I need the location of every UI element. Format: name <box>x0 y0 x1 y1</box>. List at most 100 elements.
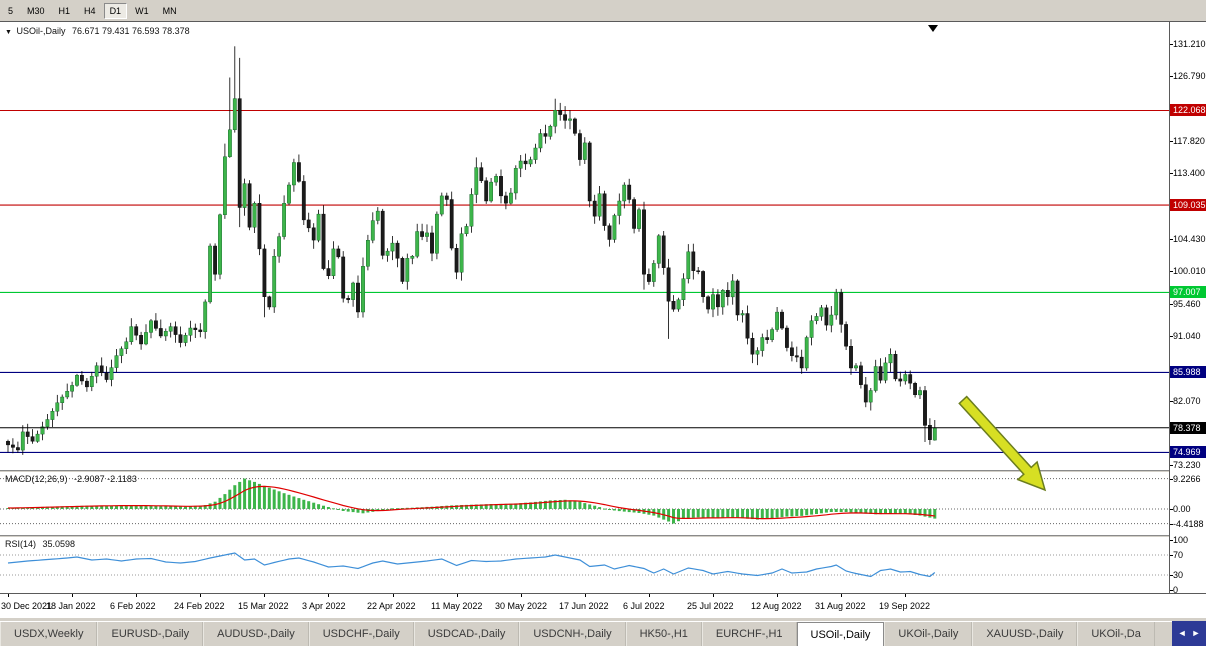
timeframe-button-mn[interactable]: MN <box>162 5 177 16</box>
chart-context-icon[interactable]: ▼ <box>5 29 12 36</box>
date-tick-mark <box>457 594 458 597</box>
timeframe-toolbar: 5 M30 H1 H4 D1 W1 MN <box>0 0 1206 21</box>
date-label: 3 Apr 2022 <box>302 601 346 611</box>
price-level-badge: 78.378 <box>1170 421 1206 434</box>
scale-tick-mark <box>1170 303 1173 305</box>
scale-tick-mark <box>1170 540 1173 541</box>
scale-tick-mark <box>1170 173 1173 175</box>
candles-up <box>20 98 937 451</box>
date-tick-mark <box>521 594 522 597</box>
tab-scroll-corner: ◄ ► <box>1172 621 1206 646</box>
price-tick-label: 126.790 <box>1173 71 1206 82</box>
date-label: 11 May 2022 <box>431 601 483 611</box>
price-tick-label: 95.460 <box>1173 298 1201 309</box>
price-scale[interactable]: 131.210 126.790 117.820 113.400 104.430 100.0… <box>1169 22 1206 595</box>
price-tick-label: 117.820 <box>1173 136 1205 147</box>
rsi-indicator-label: RSI(14) 35.0598 <box>5 539 75 549</box>
timeframe-button-h4[interactable]: H4 <box>84 5 96 16</box>
candles-down <box>6 98 932 451</box>
rsi-name: RSI(14) <box>5 539 37 549</box>
tab-xauusd-daily[interactable]: XAUUSD-,Daily <box>972 622 1078 646</box>
tab-hk50-h1[interactable]: HK50-,H1 <box>625 622 702 646</box>
date-axis[interactable]: 30 Dec 2021 18 Jan 2022 6 Feb 2022 24 Feb 2… <box>0 593 1206 618</box>
date-tick-mark <box>905 594 906 597</box>
date-label: 15 Mar 2022 <box>238 601 289 611</box>
rsi-line <box>7 552 936 578</box>
panel-separator[interactable] <box>0 535 1169 537</box>
macd-name: MACD(12,26,9) <box>5 474 68 484</box>
window-gap-strip <box>0 618 1206 621</box>
date-label: 30 May 2022 <box>495 601 548 611</box>
date-tick-mark <box>713 594 714 597</box>
macd-signal-line <box>8 485 935 520</box>
rsi-scale-label: 30 <box>1173 570 1184 580</box>
date-tick-mark <box>136 594 137 597</box>
macd-panel[interactable] <box>0 472 1169 535</box>
date-tick-mark <box>8 594 9 597</box>
tab-usdchf-daily[interactable]: USDCHF-,Daily <box>308 622 414 646</box>
timeframe-button-m30[interactable]: M30 <box>27 5 45 16</box>
date-tick-mark <box>200 594 201 597</box>
tab-scroll-left-button[interactable]: ◄ <box>1177 628 1187 638</box>
macd-values: -2.9087 -2.1183 <box>74 474 137 484</box>
scale-tick-mark <box>1170 575 1173 576</box>
date-tick-mark <box>264 594 265 597</box>
scale-tick-mark <box>1170 465 1173 467</box>
tab-usdcad-daily[interactable]: USDCAD-,Daily <box>413 622 520 646</box>
tab-eurchf-h1[interactable]: EURCHF-,H1 <box>701 622 797 646</box>
timeframe-button-5[interactable]: 5 <box>8 5 14 16</box>
date-label: 17 Jun 2022 <box>559 601 609 611</box>
candle-wicks <box>7 46 936 455</box>
date-label: 12 Aug 2022 <box>751 601 802 611</box>
scale-tick-mark <box>1170 44 1173 46</box>
scale-tick-mark <box>1170 238 1173 240</box>
price-tick-label: 73.230 <box>1173 460 1201 471</box>
tab-scroll-right-button[interactable]: ► <box>1191 628 1201 638</box>
timeframe-button-d1[interactable]: D1 <box>103 2 128 19</box>
panel-separator[interactable] <box>0 470 1169 472</box>
date-tick-mark <box>841 594 842 597</box>
scale-tick-mark <box>1170 270 1173 272</box>
price-level-badge: 109.035 <box>1170 199 1206 212</box>
date-label: 31 Aug 2022 <box>815 601 866 611</box>
date-tick-mark <box>585 594 586 597</box>
tab-audusd-daily[interactable]: AUDUSD-,Daily <box>203 622 309 646</box>
scale-tick-mark <box>1170 76 1173 78</box>
tab-ukoil-daily[interactable]: UKOil-,Daily <box>884 622 973 646</box>
date-label: 30 Dec 2021 <box>1 601 53 611</box>
tab-usoil-daily[interactable]: USOil-,Daily <box>796 622 885 646</box>
timeframe-button-h1[interactable]: H1 <box>58 5 71 16</box>
date-label: 24 Feb 2022 <box>174 601 225 611</box>
date-label: 25 Jul 2022 <box>687 601 734 611</box>
price-tick-label: 104.430 <box>1173 233 1206 244</box>
date-tick-mark <box>393 594 394 597</box>
scale-tick-mark <box>1170 555 1173 556</box>
date-tick-mark <box>72 594 73 597</box>
macd-indicator-label: MACD(12,26,9) -2.9087 -2.1183 <box>5 474 137 484</box>
price-level-badge: 122.068 <box>1170 104 1206 117</box>
price-level-badge: 85.988 <box>1170 366 1206 379</box>
date-label: 18 Jan 2022 <box>46 601 96 611</box>
scale-tick-mark <box>1170 478 1173 480</box>
price-level-badge: 97.007 <box>1170 286 1206 299</box>
timeframe-button-w1[interactable]: W1 <box>135 5 149 16</box>
tab-usdcnh-daily[interactable]: USDCNH-,Daily <box>519 622 626 646</box>
rsi-scale-label: 100 <box>1173 535 1189 545</box>
chart-window[interactable]: ▼ USOil-,Daily 76.671 79.431 76.593 78.3… <box>0 21 1206 618</box>
price-level-badge: 74.969 <box>1170 446 1206 459</box>
rsi-scale-label: 70 <box>1173 550 1184 560</box>
scale-tick-mark <box>1170 400 1173 402</box>
tab-eurusd-daily[interactable]: EURUSD-,Daily <box>97 622 204 646</box>
macd-scale-label: 9.2266 <box>1173 473 1201 484</box>
tab-ukoil-da[interactable]: UKOil-,Da <box>1077 622 1155 646</box>
tab-usdx-weekly[interactable]: USDX,Weekly <box>0 622 98 646</box>
chart-title: ▼ USOil-,Daily 76.671 79.431 76.593 78.3… <box>5 26 190 36</box>
date-tick-mark <box>777 594 778 597</box>
chart-symbol-period: USOil-,Daily <box>16 26 66 36</box>
date-label: 19 Sep 2022 <box>879 601 931 611</box>
macd-scale-label: 0.00 <box>1173 504 1191 514</box>
price-tick-label: 131.210 <box>1173 39 1206 50</box>
rsi-panel[interactable] <box>0 537 1169 593</box>
price-chart-panel[interactable] <box>0 22 1169 470</box>
